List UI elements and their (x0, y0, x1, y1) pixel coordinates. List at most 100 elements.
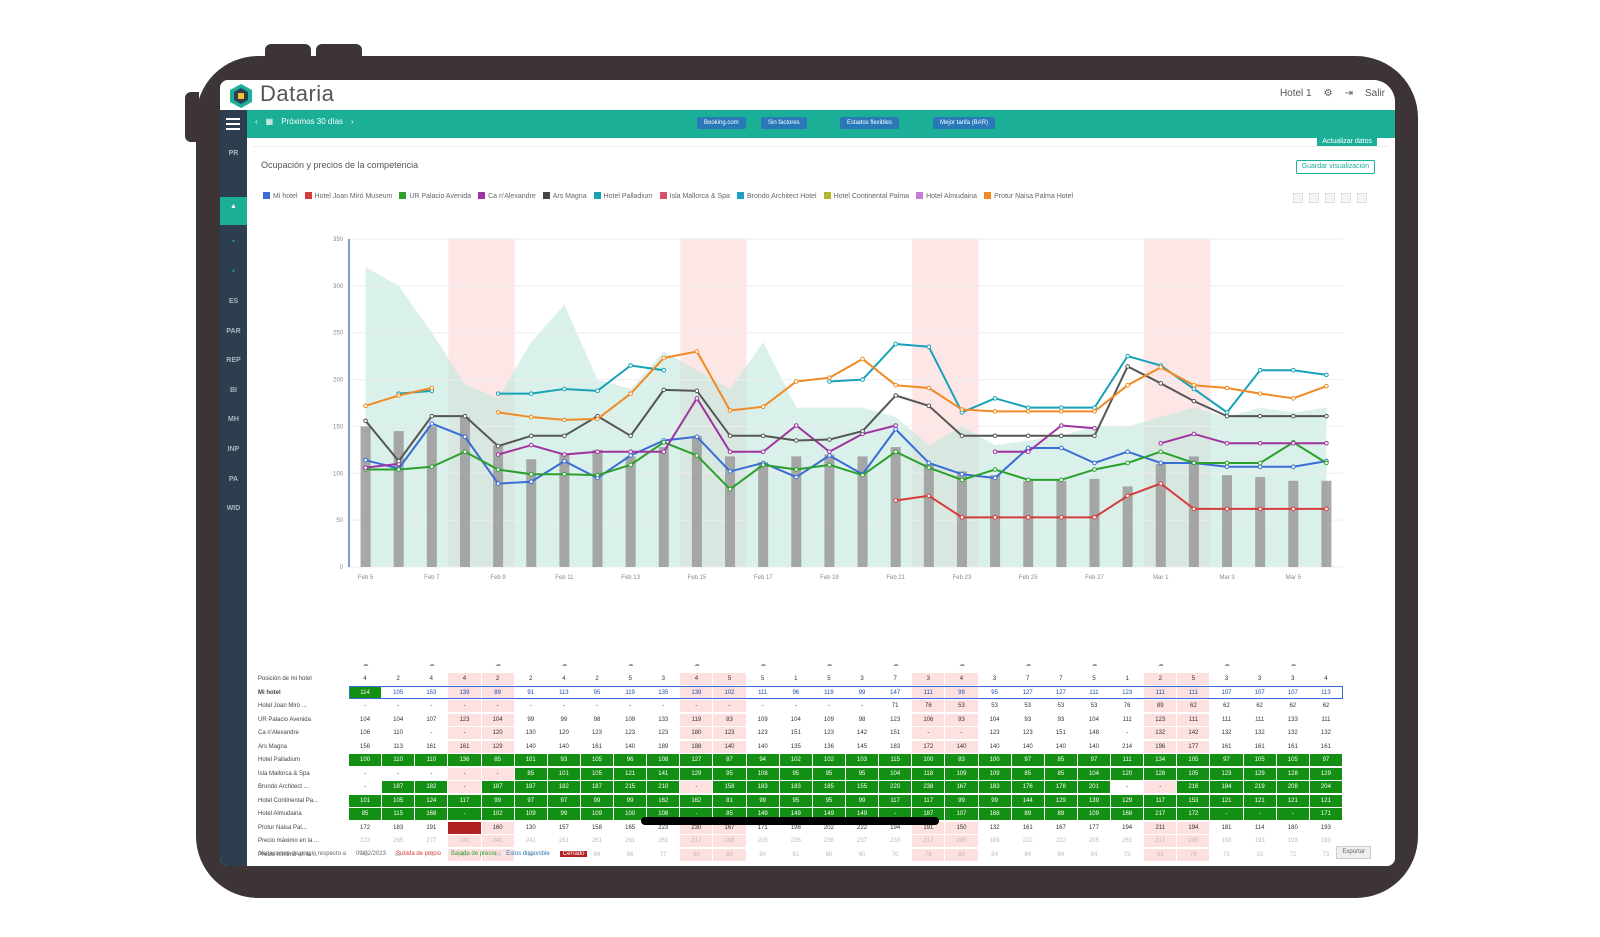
grid-cell[interactable]: 80 (945, 848, 978, 861)
grid-cell[interactable]: 84 (759, 851, 766, 858)
grid-cell[interactable]: - (364, 784, 367, 790)
grid-cell[interactable]: 95 (812, 794, 845, 807)
grid-cell[interactable]: 84 (1057, 851, 1065, 858)
grid-cell[interactable]: 84 (1024, 851, 1032, 858)
grid-cell[interactable]: 100 (912, 754, 945, 766)
grid-cell[interactable]: 110 (393, 730, 403, 736)
grid-cell[interactable]: 161 (1221, 743, 1232, 750)
grid-cell[interactable]: 142 (857, 730, 868, 736)
grid-cell[interactable]: 123 (713, 727, 746, 739)
grid-cell[interactable]: 123 (989, 730, 1000, 736)
grid-cell[interactable]: 53 (991, 703, 998, 709)
grid-cell[interactable]: 194 (1122, 824, 1133, 831)
grid-cell[interactable]: - (448, 767, 481, 780)
grid-cell[interactable]: 97 (1309, 754, 1342, 766)
grid-cell[interactable]: 102 (779, 754, 812, 766)
grid-cell[interactable]: 5 (1092, 676, 1096, 682)
grid-cell[interactable]: - (430, 770, 433, 777)
grid-cell[interactable]: 265 (393, 838, 404, 844)
grid-cell[interactable]: 99 (978, 794, 1011, 807)
grid-cell[interactable]: 210 (647, 781, 680, 793)
grid-cell[interactable]: 237 (857, 838, 868, 844)
grid-cell[interactable]: 241 (481, 835, 514, 847)
grid-cell[interactable]: 109 (580, 808, 614, 820)
grid-cell[interactable]: 117 (448, 794, 481, 807)
grid-cell[interactable]: 168 (978, 808, 1011, 820)
grid-cell[interactable]: - (861, 703, 864, 709)
grid-cell[interactable]: 60 (858, 851, 866, 858)
grid-cell[interactable]: 176 (1011, 781, 1044, 793)
grid-cell[interactable]: 117 (912, 794, 945, 807)
grid-cell[interactable]: 1 (1125, 676, 1129, 682)
grid-cell[interactable]: 140 (713, 740, 746, 753)
grid-cell[interactable]: 62 (1223, 703, 1230, 709)
grid-cell[interactable]: 72 (427, 851, 435, 858)
grid-cell[interactable]: - (1126, 730, 1129, 736)
grid-cell[interactable]: 48 (361, 851, 369, 858)
grid-cell[interactable]: 191 (426, 824, 437, 831)
grid-cell[interactable]: 193 (1287, 838, 1298, 844)
grid-cell[interactable]: 109 (625, 716, 636, 723)
legend-item[interactable]: Ca n'Alexandre (478, 190, 536, 203)
grid-cell[interactable]: 123 (1144, 713, 1177, 726)
grid-cell[interactable]: 121 (1243, 794, 1276, 807)
grid-cell[interactable]: 123 (1111, 686, 1144, 699)
grid-cell[interactable]: 111 (1255, 716, 1265, 723)
grid-cell[interactable]: 129 (1243, 767, 1276, 780)
grid-cell[interactable]: 93 (1024, 716, 1032, 723)
grid-cell[interactable]: 66 (626, 851, 634, 858)
grid-cell[interactable]: 130 (525, 824, 536, 831)
grid-cell[interactable]: 95 (812, 767, 845, 780)
sidebar-item-par[interactable]: PAR (226, 328, 241, 335)
grid-cell[interactable]: 104 (1077, 767, 1111, 780)
grid-cell[interactable]: 83 (713, 713, 746, 726)
grid-cell[interactable]: 183 (779, 781, 812, 793)
grid-cell[interactable]: 133 (1287, 716, 1298, 723)
grid-cell[interactable]: 82 (394, 851, 402, 858)
settings-icon[interactable]: ⚙ (1323, 88, 1333, 99)
grid-cell[interactable]: 140 (558, 743, 569, 750)
grid-cell[interactable]: 99 (846, 794, 879, 807)
grid-cell[interactable]: 80 (713, 848, 746, 861)
grid-cell[interactable]: 111 (1122, 716, 1132, 723)
grid-cell[interactable]: 117 (1144, 794, 1177, 807)
legend-item[interactable]: Isla Mallorca & Spa (659, 190, 730, 203)
grid-cell[interactable]: 193 (1320, 838, 1331, 844)
grid-cell[interactable]: 261 (625, 838, 636, 844)
grid-cell[interactable]: 3 (912, 673, 945, 685)
grid-cell[interactable]: 178 (1044, 781, 1077, 793)
grid-cell[interactable]: 62 (1256, 703, 1263, 709)
grid-cell[interactable]: 111 (1321, 716, 1331, 723)
grid-cell[interactable]: 238 (912, 781, 945, 793)
grid-cell[interactable]: 132 (1287, 730, 1298, 736)
grid-cell[interactable]: 147 (879, 686, 912, 699)
grid-cell[interactable]: 95 (978, 686, 1011, 699)
grid-cell[interactable]: 7 (893, 676, 897, 682)
grid-cell[interactable]: 127 (1011, 686, 1044, 699)
grid-cell[interactable]: 3 (661, 676, 665, 682)
grid-cell[interactable]: 183 (393, 824, 404, 831)
grid-cell[interactable]: 109 (945, 767, 978, 780)
logout-link[interactable]: Salir (1364, 88, 1385, 99)
grid-cell[interactable]: 100 (614, 808, 647, 820)
grid-cell[interactable]: 168 (415, 808, 448, 820)
grid-cell[interactable]: 105 (382, 794, 415, 807)
grid-cell[interactable]: 93 (945, 713, 978, 726)
grid-cell[interactable]: 104 (393, 716, 404, 723)
grid-cell[interactable]: 233 (890, 838, 901, 844)
grid-cell[interactable]: 4 (562, 676, 566, 682)
grid-cell[interactable]: 53 (1057, 703, 1065, 709)
grid-cell[interactable]: 5 (827, 676, 831, 682)
grid-cell[interactable]: 184 (1210, 781, 1243, 793)
grid-cell[interactable]: 107 (1276, 686, 1309, 699)
grid-cell[interactable]: 223 (360, 838, 371, 844)
grid-cell[interactable]: 76 (1123, 703, 1131, 709)
grid-cell[interactable]: 236 (790, 838, 801, 844)
grid-cell[interactable]: 205 (757, 838, 768, 844)
grid-cell[interactable]: 205 (945, 835, 978, 847)
grid-cell[interactable]: 78 (1177, 848, 1210, 861)
grid-cell[interactable]: 96 (779, 686, 812, 699)
grid-cell[interactable]: 93 (547, 754, 580, 766)
sidebar-item-rep[interactable]: REP (226, 357, 241, 364)
grid-cell[interactable]: 2 (1144, 673, 1177, 685)
